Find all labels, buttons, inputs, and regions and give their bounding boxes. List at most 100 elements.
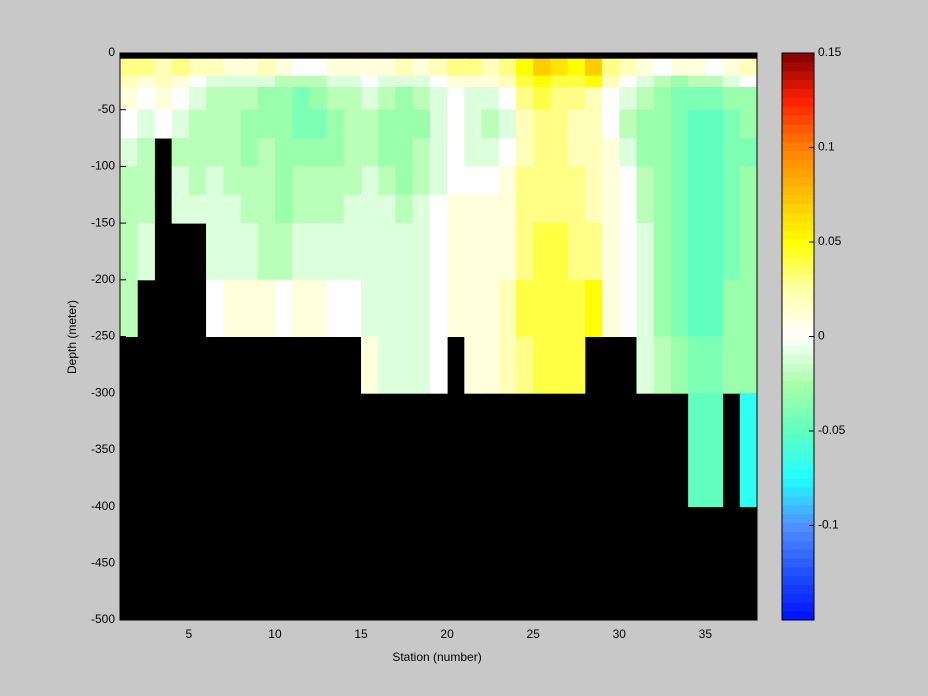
cell	[274, 279, 293, 337]
cell	[257, 87, 276, 111]
colorbar-band	[782, 185, 814, 196]
colorbar-band	[782, 557, 814, 568]
cell	[206, 75, 224, 88]
cell	[447, 87, 465, 111]
cell	[206, 58, 224, 77]
cell	[395, 58, 414, 77]
cell	[533, 58, 551, 77]
cell	[326, 87, 345, 111]
cell	[240, 166, 259, 196]
cell	[309, 58, 328, 77]
cell	[515, 109, 534, 139]
colorbar-band	[782, 221, 814, 231]
colorbar-band	[782, 487, 814, 497]
colorbar-band	[782, 575, 814, 586]
cell	[309, 75, 328, 88]
cell	[636, 58, 655, 77]
cell	[412, 279, 431, 337]
cell	[739, 109, 758, 139]
cell	[688, 75, 706, 88]
cell	[688, 87, 706, 111]
cell	[653, 109, 672, 139]
cell	[240, 75, 259, 88]
cell	[429, 58, 448, 77]
x-tick-label: 10	[268, 627, 282, 641]
cell	[447, 194, 465, 224]
colorbar-band	[782, 115, 814, 125]
cell	[171, 58, 190, 77]
cell	[188, 87, 207, 111]
y-axis-label: Depth (meter)	[65, 300, 79, 374]
cell	[206, 109, 224, 139]
cell	[550, 166, 569, 196]
cell	[705, 75, 724, 88]
cell	[378, 336, 396, 394]
cell	[602, 223, 620, 281]
cell	[584, 194, 603, 224]
cell	[120, 194, 138, 224]
colorbar-band	[782, 460, 814, 470]
cell	[515, 336, 534, 394]
cell	[343, 138, 362, 167]
cell	[481, 223, 500, 281]
cell	[447, 166, 465, 196]
cell	[223, 138, 242, 167]
colorbar-band	[782, 478, 814, 488]
colorbar-band	[782, 159, 814, 169]
colorbar-band	[782, 371, 814, 382]
colorbar-band	[782, 265, 814, 275]
cell	[361, 138, 379, 167]
cell	[515, 279, 534, 337]
cell	[739, 138, 758, 167]
cell	[705, 223, 724, 281]
cell	[395, 138, 414, 167]
cell	[361, 75, 379, 88]
colorbar-band	[782, 531, 814, 541]
cell	[481, 194, 500, 224]
colorbar-band	[782, 97, 814, 107]
cell	[447, 138, 465, 167]
cell	[464, 223, 483, 281]
colorbar-band	[782, 513, 814, 524]
cell	[688, 279, 706, 337]
cell	[274, 223, 293, 281]
cell	[670, 87, 689, 111]
cell	[206, 279, 224, 337]
cell	[137, 138, 155, 167]
cell	[739, 393, 758, 508]
colorbar-band	[782, 380, 814, 391]
cell	[326, 138, 345, 167]
cell	[722, 336, 741, 394]
cell	[653, 336, 672, 394]
cell	[705, 58, 724, 77]
cell	[636, 75, 655, 88]
cell	[361, 87, 379, 111]
colorbar-band	[782, 283, 814, 293]
cell	[257, 223, 276, 281]
y-tick-label: -150	[91, 215, 115, 229]
cell	[722, 194, 741, 224]
cell	[653, 194, 672, 224]
cell	[498, 138, 517, 167]
cell	[584, 109, 603, 139]
cell	[274, 87, 293, 111]
colorbar-band	[782, 274, 814, 284]
cell	[188, 58, 207, 77]
cell	[464, 75, 483, 88]
x-tick-label: 20	[440, 627, 454, 641]
cell	[137, 223, 155, 281]
colorbar-band	[782, 389, 814, 400]
cell	[292, 75, 310, 88]
colorbar-band	[782, 141, 814, 151]
cell	[188, 138, 207, 167]
cell	[292, 279, 310, 337]
cell	[378, 166, 396, 196]
cell	[688, 194, 706, 224]
cell	[670, 58, 689, 77]
cell	[171, 109, 190, 139]
cell	[550, 279, 569, 337]
cell	[602, 194, 620, 224]
cell	[619, 87, 637, 111]
colorbar-band	[782, 53, 814, 63]
cell	[550, 194, 569, 224]
